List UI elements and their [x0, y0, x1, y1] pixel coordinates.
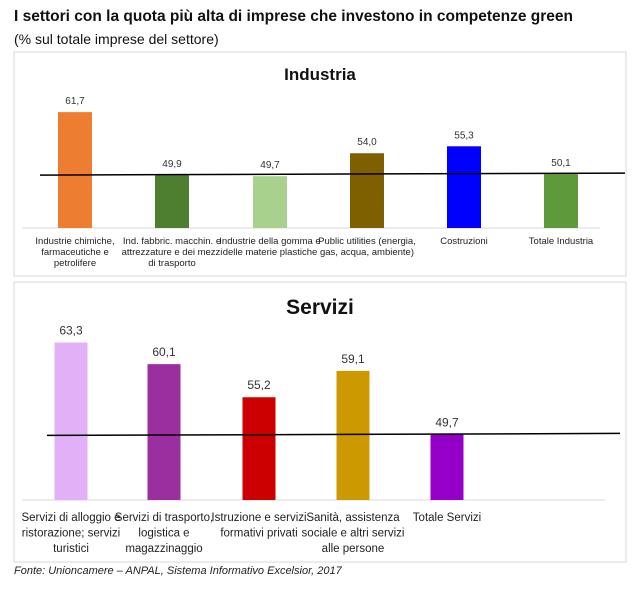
bar	[54, 342, 88, 500]
data-label: 49,7	[435, 415, 459, 429]
bar	[58, 112, 92, 228]
figure-subtitle: (% sul totale imprese del settore)	[14, 31, 219, 47]
data-label: 49,9	[162, 159, 182, 170]
reference-line	[39, 172, 626, 176]
category-label: Totale Servizi	[413, 512, 481, 524]
category-label: Totale Industria	[529, 236, 594, 247]
data-label: 63,3	[59, 323, 83, 337]
category-label: Industrie della gomma e delle materie pla…	[219, 236, 320, 258]
data-label: 55,2	[247, 378, 271, 392]
bar	[253, 176, 287, 228]
data-label: 49,7	[260, 160, 280, 171]
category-label: Costruzioni	[440, 236, 488, 247]
source-note: Fonte: Unioncamere – ANPAL, Sistema Info…	[14, 565, 342, 577]
chart-servizi: Servizi 63,3 Servizi di alloggio e ristoraz…	[13, 281, 627, 563]
data-label: 54,0	[357, 137, 377, 148]
bar	[336, 370, 370, 500]
category-label: Ind. fabbric. macchin. e attrezzature e d…	[122, 236, 223, 269]
chart-industria: Industria 61,7 Industrie chimiche, farmaceu…	[13, 51, 627, 277]
data-label: 60,1	[152, 345, 176, 359]
category-label: Servizi di alloggio e ristorazione; servi…	[21, 512, 120, 555]
category-label: Servizi di trasporto, logistica e magazzin…	[115, 512, 213, 555]
data-label: 50,1	[551, 158, 571, 169]
figure-title: I settori con la quota più alta di impre…	[14, 8, 573, 25]
reference-line	[46, 432, 621, 437]
bar	[430, 434, 464, 500]
bar	[350, 153, 384, 228]
category-label: Istruzione e servizi formativi privati	[211, 512, 306, 540]
chart-frame	[13, 281, 627, 563]
data-label: 61,7	[65, 96, 85, 107]
chart-title: Industria	[284, 65, 356, 84]
bar	[544, 174, 578, 228]
category-label: Sanità, assistenza sociale e altri serviz…	[302, 512, 405, 555]
chart-frame	[13, 51, 627, 277]
data-label: 59,1	[341, 352, 365, 366]
data-label: 55,3	[454, 130, 474, 141]
category-label: Industrie chimiche, farmaceutiche e petrol…	[35, 236, 114, 269]
category-label: Public utilities (energia, gas, acqua, am…	[318, 236, 416, 258]
bar	[147, 364, 181, 500]
chart-title: Servizi	[286, 296, 354, 319]
bar	[242, 397, 276, 500]
bar	[155, 175, 189, 228]
bar	[447, 146, 481, 228]
